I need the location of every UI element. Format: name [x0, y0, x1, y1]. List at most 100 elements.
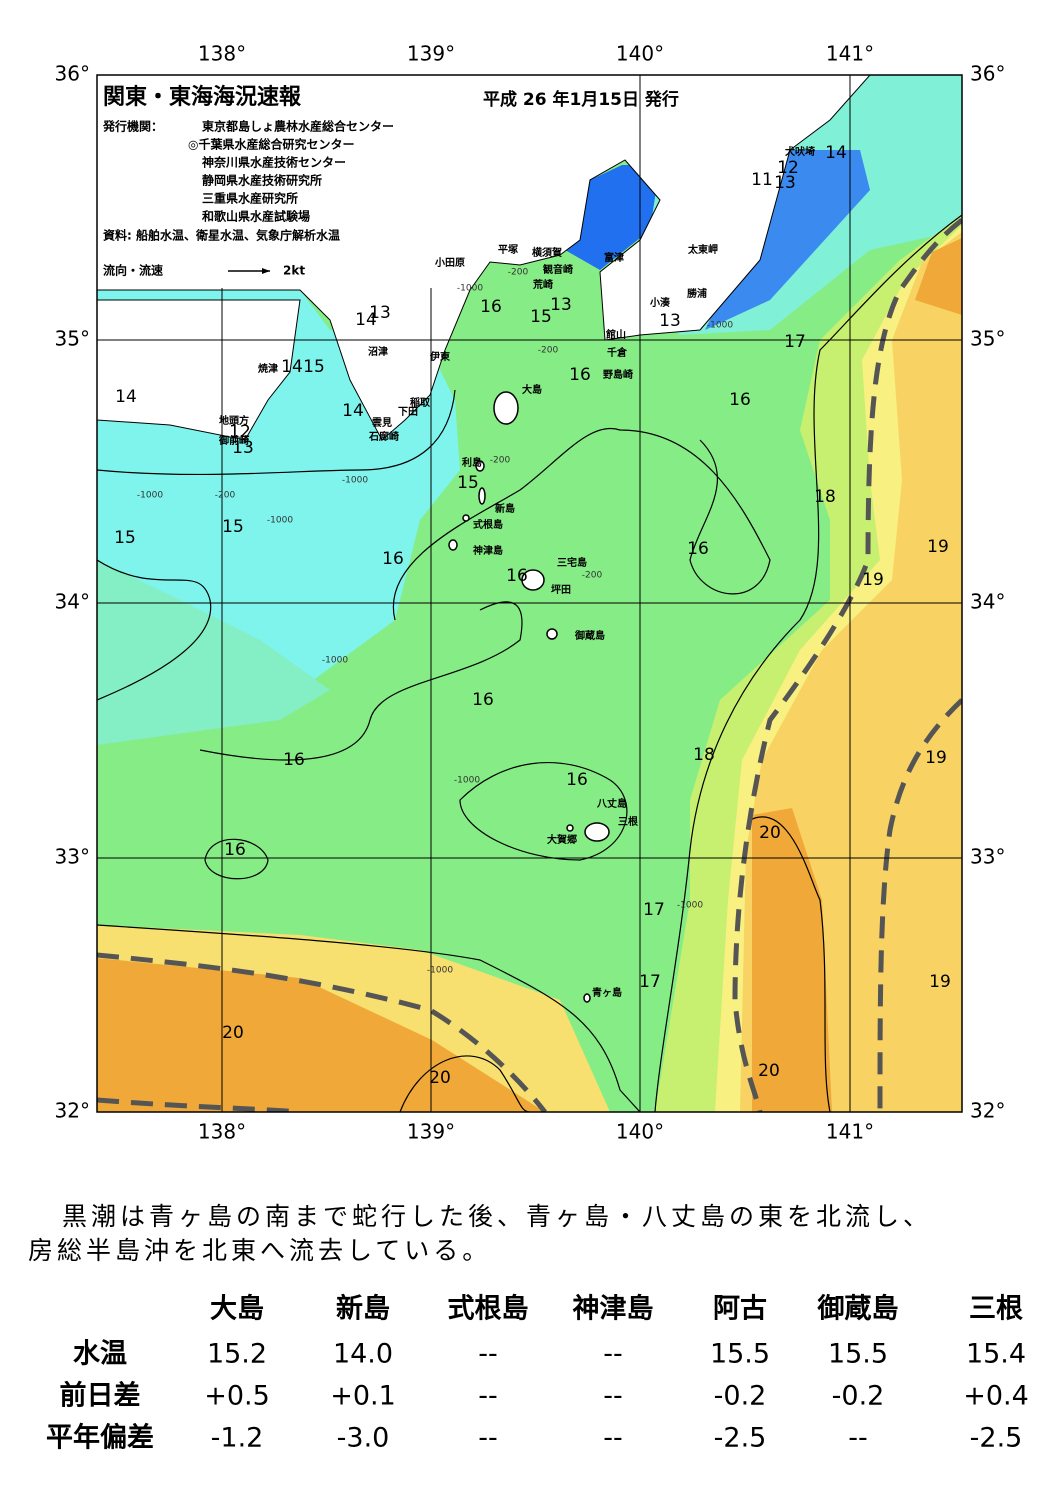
longitude-label: 140° [616, 1120, 664, 1144]
row-label: 平年偏差 [46, 1422, 154, 1454]
depth-label: -1000 [454, 776, 480, 786]
legend-label: 流向・流速 [103, 263, 163, 278]
table-header: 大島 [210, 1294, 264, 1325]
row-label: 前日差 [60, 1380, 141, 1412]
isotherm [654, 214, 962, 1112]
land [97, 299, 301, 441]
isotherm-label: 16 [569, 365, 591, 385]
table-header: 三根 [969, 1294, 1023, 1325]
kuroshio-path [97, 952, 547, 1112]
depth-label: -200 [582, 571, 603, 581]
isotherm-label: 16 [382, 549, 404, 569]
table-header: 阿古 [713, 1294, 767, 1325]
issuer: 東京都島しょ農林水産総合センター [202, 119, 394, 134]
table-cell: +0.4 [963, 1381, 1029, 1412]
longitude-label: 141° [826, 1120, 874, 1144]
depth-label: -1000 [707, 321, 733, 331]
table-cell: -2.5 [714, 1423, 767, 1454]
place-name: 焼津 [258, 362, 278, 375]
place-name: 下田 [398, 406, 418, 418]
depth-label: -1000 [427, 966, 453, 976]
island [521, 569, 545, 591]
legend-arrowhead [262, 268, 270, 274]
table-cell: -3.0 [337, 1423, 390, 1454]
table-cell: 14.0 [333, 1339, 393, 1370]
place-name: 横須賀 [532, 246, 562, 259]
table-cell: 15.5 [710, 1339, 770, 1370]
table-cell: -0.2 [714, 1381, 767, 1412]
table-cell: -- [478, 1423, 498, 1454]
table-cell: -- [603, 1423, 623, 1454]
place-name: 神津島 [473, 544, 503, 557]
table-cell: 15.2 [207, 1339, 267, 1370]
isotherm-label: 18 [693, 745, 715, 765]
place-name: 利島 [462, 456, 482, 469]
table-cell: -- [478, 1381, 498, 1412]
place-name: 八丈島 [596, 797, 627, 810]
isotherm-label: 13 [232, 438, 254, 458]
place-name: 勝浦 [687, 287, 707, 300]
isotherm-label: 12 [229, 422, 251, 442]
isotherm-label: 20 [222, 1023, 244, 1043]
place-name: 雲見 [372, 417, 392, 429]
isotherm-label: 15 [457, 473, 479, 493]
depth-label: -200 [508, 268, 529, 278]
longitude-label: 139° [407, 42, 455, 66]
place-name: 富津 [604, 251, 624, 264]
latitude-label: 32° [970, 1099, 1005, 1123]
isotherm-label: 13 [550, 295, 572, 315]
row-label: 水温 [73, 1339, 127, 1370]
island [462, 514, 470, 522]
isotherm-label: 16 [472, 690, 494, 710]
isotherm-label: 16 [480, 297, 502, 317]
place-name: 大賀郷 [547, 833, 577, 846]
depth-label: -200 [490, 456, 511, 466]
depth-label: -200 [215, 491, 236, 501]
kuroshio-axis [97, 218, 962, 1112]
table-cell: -0.2 [832, 1381, 885, 1412]
isotherm [97, 389, 456, 476]
sea-temperature-map [97, 75, 962, 1112]
place-name: 三宅島 [557, 556, 587, 569]
isotherm-label: 17 [784, 332, 806, 352]
issuer: 和歌山県水産試験場 [201, 209, 310, 224]
isotherm-label: 16 [566, 770, 588, 790]
isotherm-label: 19 [862, 570, 884, 590]
depth-label: -1000 [322, 656, 348, 666]
isotherm-label: 19 [925, 748, 947, 768]
place-name: 坪田 [551, 583, 571, 596]
isotherm-label: 19 [929, 972, 951, 992]
table-header: 新島 [336, 1293, 390, 1325]
place-name: 新島 [495, 502, 515, 515]
table-cell: -- [603, 1339, 623, 1370]
isotherm-label: 20 [759, 823, 781, 843]
depth-label: -200 [538, 346, 559, 356]
place-name: 石廊崎 [368, 430, 399, 443]
isotherm-label: 17 [643, 900, 665, 920]
map-frame [96, 74, 963, 1113]
depth-label: -1000 [342, 476, 368, 486]
place-name: 御前崎 [218, 434, 249, 447]
table-header: 式根島 [448, 1294, 529, 1325]
isotherm [459, 762, 628, 861]
isotherm-label: 13 [369, 303, 391, 323]
table-cell: -- [848, 1423, 868, 1454]
isotherm-label: 18 [814, 487, 836, 507]
latitude-label: 33° [55, 845, 90, 869]
isotherm-label: 13 [659, 311, 681, 331]
place-name: 式根島 [473, 518, 503, 531]
isotherm-label: 15 [222, 517, 244, 537]
latitude-label: 33° [970, 845, 1005, 869]
latitude-label: 35° [55, 327, 90, 351]
isotherm-label: 16 [729, 390, 751, 410]
longitude-label: 140° [616, 42, 664, 66]
longitude-label: 138° [198, 1120, 246, 1144]
place-name: 御蔵島 [574, 629, 605, 642]
isotherm [204, 838, 269, 880]
isotherm-label: 15 [114, 528, 136, 548]
header-box [97, 75, 470, 288]
island [566, 824, 574, 832]
issuer: 静岡県水産技術研究所 [202, 173, 322, 188]
